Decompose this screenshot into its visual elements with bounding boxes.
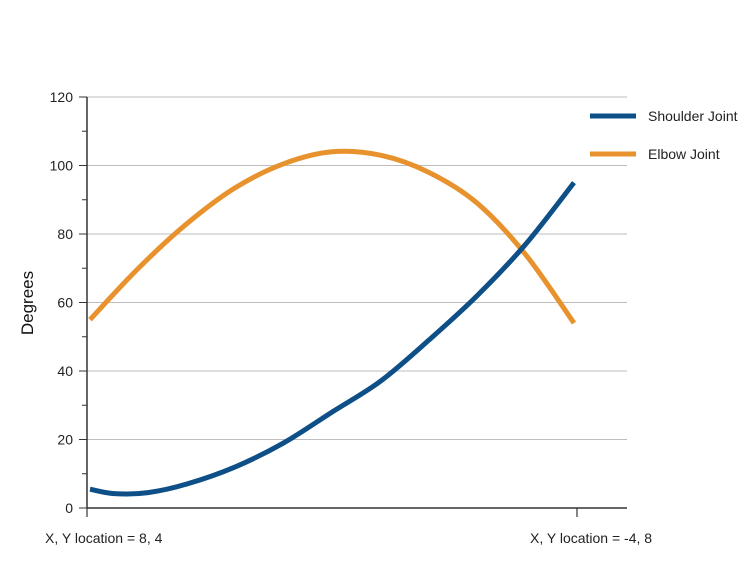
series-line-elbow-joint [88,148,577,325]
x-start-label: X, Y location = 8, 4 [45,530,163,546]
x-end-label: X, Y location = -4, 8 [530,530,652,546]
series-line-shoulder-joint [89,181,576,497]
legend-label: Elbow Joint [648,146,720,162]
axes [86,97,627,517]
y-tick-label: 100 [50,158,74,174]
legend-label: Shoulder Joint [648,108,738,124]
y-tick-label: 20 [57,432,73,448]
grid-lines [87,96,627,440]
legend: Shoulder Joint Elbow Joint [590,108,738,162]
y-tick-label: 120 [50,89,74,105]
series-lines [88,148,577,497]
y-tick-label: 0 [65,500,73,516]
y-tick-label: 60 [57,295,73,311]
y-tick-label: 40 [57,363,73,379]
y-axis-title: Degrees [18,271,37,335]
y-tick-label: 80 [57,226,73,242]
y-ticks: 0 20 40 60 80 100 120 [50,89,87,516]
